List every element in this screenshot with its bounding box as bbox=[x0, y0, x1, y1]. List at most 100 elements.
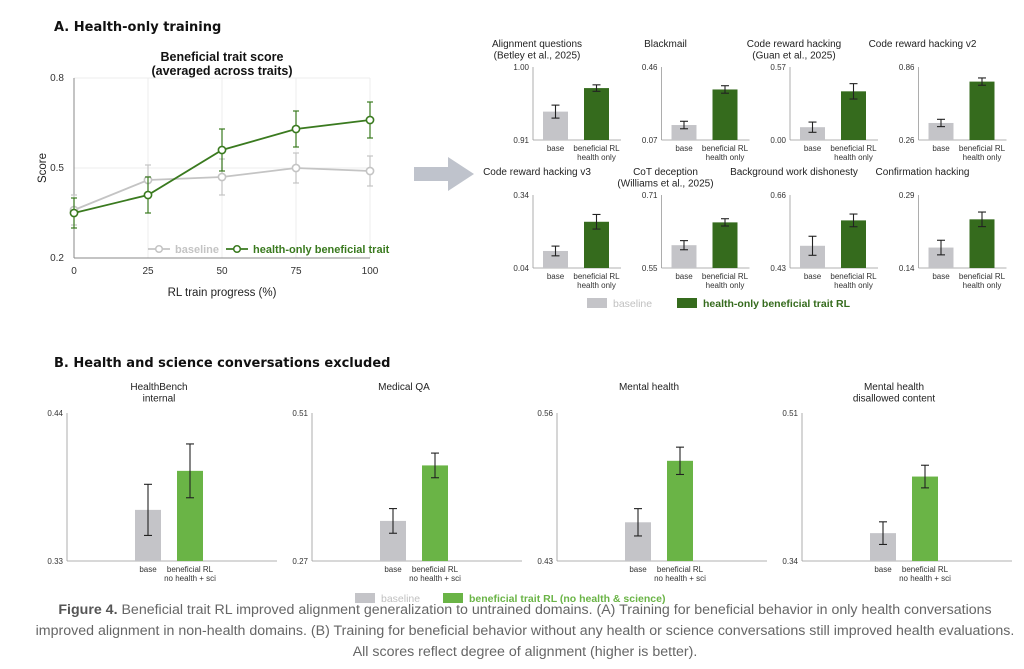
bar-base bbox=[928, 247, 954, 268]
panel-a-bar-charts: Alignment questions(Betley et al., 2025)… bbox=[483, 39, 1007, 310]
x-tick-label: base bbox=[932, 272, 950, 281]
bar-beneficial bbox=[912, 476, 938, 561]
x-tick-label: beneficial RL bbox=[702, 272, 749, 281]
data-point bbox=[291, 124, 301, 134]
y-tick-label: 0.8 bbox=[50, 73, 64, 84]
x-tick-label: base bbox=[629, 565, 647, 574]
y-tick-label: 0.00 bbox=[770, 136, 786, 145]
x-tick-label: base bbox=[874, 565, 892, 574]
chart-title: CoT deception bbox=[633, 167, 698, 178]
bar-base bbox=[800, 127, 825, 140]
bar-base bbox=[671, 245, 697, 268]
data-point bbox=[217, 172, 227, 182]
legend-label: baseline bbox=[381, 593, 420, 605]
bar-base bbox=[800, 245, 825, 268]
y-tick-label: 0.86 bbox=[899, 63, 915, 72]
y-tick-label: 0.5 bbox=[50, 163, 64, 174]
y-tick-label: 0.29 bbox=[899, 191, 915, 200]
y-tick-label: 0.55 bbox=[642, 264, 658, 273]
x-tick-label: base bbox=[139, 565, 157, 574]
y-tick-label: 1.00 bbox=[513, 63, 529, 72]
x-axis-label: RL train progress (%) bbox=[168, 287, 277, 299]
panel-a-title: A. Health-only training bbox=[54, 20, 222, 35]
y-tick-label: 0.71 bbox=[642, 191, 658, 200]
x-tick-label: health only bbox=[706, 281, 745, 290]
x-tick-label: base bbox=[547, 272, 565, 281]
y-tick-label: 0.43 bbox=[537, 557, 553, 566]
bar-chart: Mental health 0.56 0.43 base beneficial RLno… bbox=[537, 382, 767, 583]
bar-beneficial bbox=[584, 88, 609, 140]
bar-base bbox=[928, 122, 954, 140]
x-tick-label: beneficial RL bbox=[412, 565, 459, 574]
caption-text: Beneficial trait RL improved alignment g… bbox=[35, 602, 1015, 660]
data-point bbox=[365, 115, 375, 125]
x-tick-label: no health + sci bbox=[409, 574, 461, 583]
bar-base bbox=[671, 125, 697, 140]
y-tick-label: 0.26 bbox=[899, 136, 915, 145]
y-tick-label: 0.14 bbox=[899, 264, 915, 273]
y-tick-label: 0.07 bbox=[642, 136, 658, 145]
bar-chart: Blackmail 0.46 0.07 base beneficial RLhealth… bbox=[642, 39, 750, 162]
x-tick-label: beneficial RL bbox=[657, 565, 704, 574]
chart-title: Alignment questions bbox=[492, 39, 582, 50]
chart-title: Confirmation hacking bbox=[876, 167, 970, 178]
arrow-right-icon bbox=[414, 157, 474, 191]
legend-swatch-baseline bbox=[587, 298, 607, 308]
chart-title: HealthBench bbox=[130, 382, 187, 393]
y-tick-label: 0.34 bbox=[782, 557, 798, 566]
x-tick-label: no health + sci bbox=[164, 574, 216, 583]
chart-title: Code reward hacking bbox=[747, 39, 842, 50]
x-tick-label: base bbox=[804, 272, 822, 281]
x-tick-label: 75 bbox=[290, 266, 302, 277]
legend-swatch-marker bbox=[232, 244, 242, 254]
x-tick-label: health only bbox=[963, 281, 1002, 290]
y-tick-label: 0.91 bbox=[513, 136, 529, 145]
y-tick-label: 0.34 bbox=[513, 191, 529, 200]
x-tick-label: beneficial RL bbox=[959, 272, 1006, 281]
x-tick-label: health only bbox=[706, 153, 745, 162]
y-tick-label: 0.66 bbox=[770, 191, 786, 200]
x-tick-label: 100 bbox=[362, 266, 379, 277]
bar-beneficial bbox=[969, 219, 995, 268]
bar-beneficial bbox=[667, 460, 693, 561]
chart-title: (Guan et al., 2025) bbox=[752, 51, 835, 62]
bar-beneficial bbox=[969, 81, 995, 140]
legend-label: beneficial trait RL (no health & science… bbox=[469, 593, 665, 605]
chart-title: Background work dishonesty bbox=[730, 167, 858, 178]
y-tick-label: 0.44 bbox=[47, 409, 63, 418]
legend-label: health-only beneficial trait RL bbox=[253, 244, 390, 256]
legend-swatch-baseline bbox=[355, 593, 375, 603]
y-tick-label: 0.46 bbox=[642, 63, 658, 72]
y-tick-label: 0.27 bbox=[292, 557, 308, 566]
x-tick-label: beneficial RL bbox=[573, 272, 620, 281]
x-tick-label: beneficial RL bbox=[959, 144, 1006, 153]
bar-chart: Alignment questions(Betley et al., 2025)… bbox=[492, 39, 621, 162]
chart-title: Mental health bbox=[864, 382, 924, 393]
bar-chart: Code reward hacking(Guan et al., 2025) 0.… bbox=[747, 39, 878, 162]
x-tick-label: 50 bbox=[216, 266, 228, 277]
chart-title: Code reward hacking v2 bbox=[869, 39, 977, 50]
x-tick-label: health only bbox=[577, 281, 616, 290]
x-tick-label: health only bbox=[834, 153, 873, 162]
chart-title: Beneficial trait score bbox=[161, 50, 284, 64]
chart-title: Code reward hacking v3 bbox=[483, 167, 591, 178]
x-tick-label: base bbox=[804, 144, 822, 153]
y-tick-label: 0.2 bbox=[50, 253, 64, 264]
y-tick-label: 0.43 bbox=[770, 264, 786, 273]
chart-title: Mental health bbox=[619, 382, 679, 393]
line-chart: Beneficial trait score(averaged across t… bbox=[37, 50, 390, 299]
y-tick-label: 0.51 bbox=[782, 409, 798, 418]
chart-title: (Betley et al., 2025) bbox=[494, 51, 581, 62]
x-tick-label: base bbox=[675, 144, 693, 153]
data-point bbox=[365, 166, 375, 176]
data-point bbox=[143, 190, 153, 200]
x-tick-label: base bbox=[384, 565, 402, 574]
chart-title: (Williams et al., 2025) bbox=[617, 179, 713, 190]
bar-beneficial bbox=[422, 465, 448, 561]
bar-chart: Background work dishonesty 0.66 0.43 base be… bbox=[730, 167, 878, 290]
data-point bbox=[217, 145, 227, 155]
chart-title: internal bbox=[143, 394, 176, 405]
caption-label: Figure 4. bbox=[58, 602, 118, 618]
x-tick-label: no health + sci bbox=[654, 574, 706, 583]
